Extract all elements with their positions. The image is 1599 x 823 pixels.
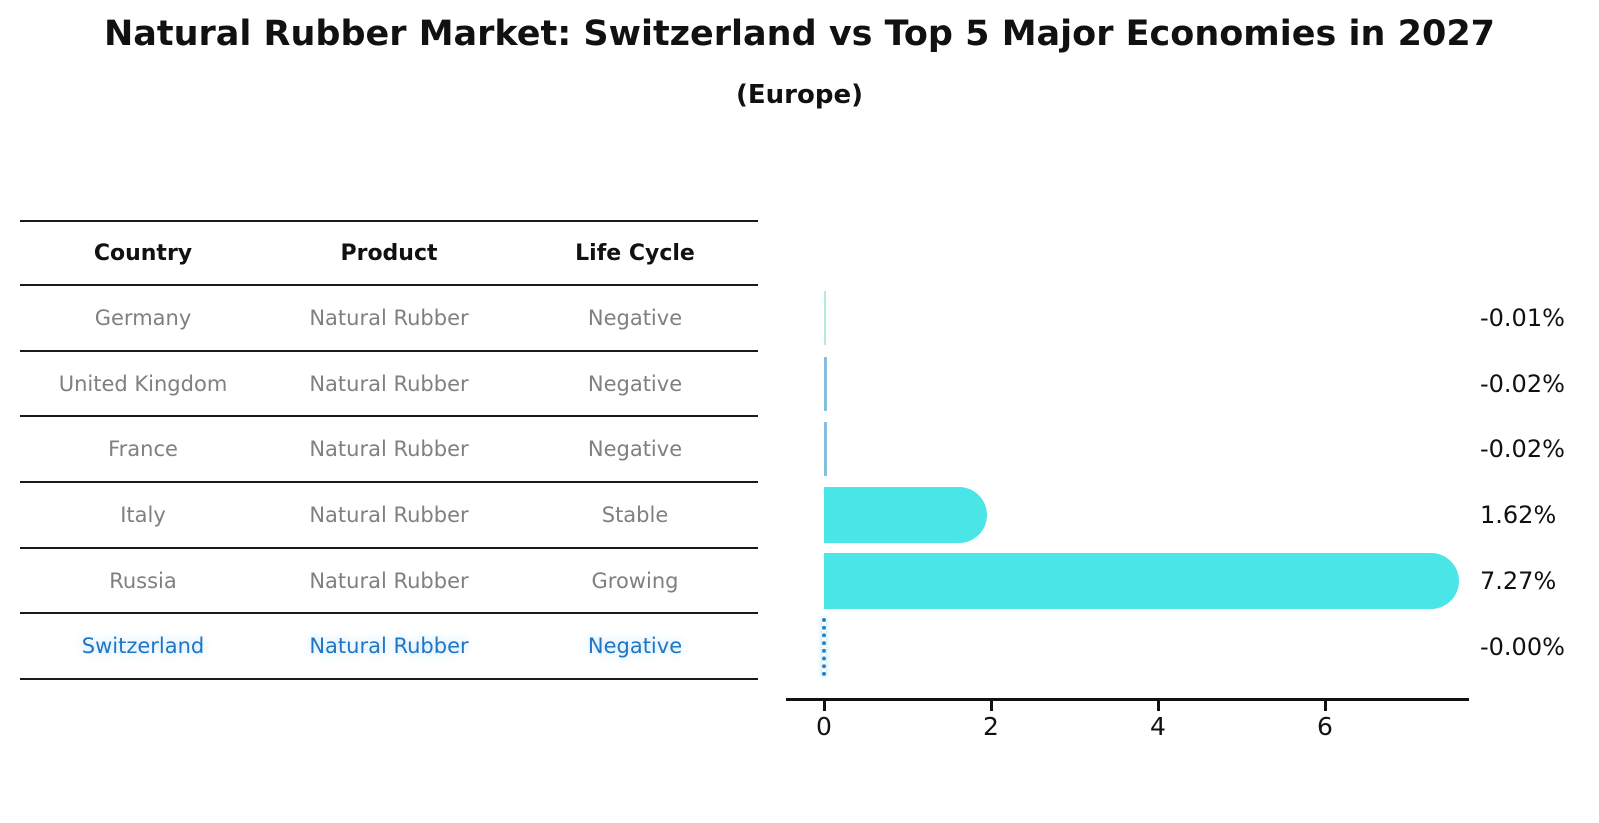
cell-life-cycle: Negative <box>587 371 683 396</box>
chart-title: Natural Rubber Market: Switzerland vs To… <box>103 14 1496 54</box>
bar-sliver <box>824 356 827 411</box>
bar-value-label: 7.27% <box>1480 566 1557 595</box>
table-row: Switzerland Natural Rubber Negative <box>20 614 758 681</box>
header-country: Country <box>93 240 193 266</box>
cell-life-cycle: Negative <box>587 634 683 659</box>
x-tick-label: 0 <box>816 712 832 741</box>
switzerland-dashed-bar <box>822 617 826 676</box>
bar-value-label: -0.02% <box>1480 369 1565 398</box>
cell-life-cycle: Negative <box>587 305 683 330</box>
header-life-cycle: Life Cycle <box>575 240 695 266</box>
cell-country: United Kingdom <box>58 371 228 396</box>
cell-product: Natural Rubber <box>309 634 469 659</box>
cell-life-cycle: Growing <box>591 568 679 593</box>
x-tick <box>1323 701 1327 711</box>
chart-subtitle: (Europe) <box>736 80 863 110</box>
bar-value-label: 1.62% <box>1480 501 1557 530</box>
table-row: France Natural Rubber Negative <box>20 417 758 484</box>
x-axis-line <box>786 698 1469 701</box>
table-row: Russia Natural Rubber Growing <box>20 549 758 615</box>
cell-country: Germany <box>94 305 192 330</box>
cell-product: Natural Rubber <box>309 371 469 396</box>
table-header-row: Country Product Life Cycle <box>20 222 758 286</box>
table-row: Germany Natural Rubber Negative <box>20 286 758 352</box>
bar-value-label: -0.00% <box>1480 632 1565 661</box>
table-body: Germany Natural Rubber Negative United King… <box>20 286 758 681</box>
bar <box>824 552 1460 609</box>
x-tick <box>989 701 993 711</box>
cell-product: Natural Rubber <box>309 568 469 593</box>
x-tick <box>1156 701 1160 711</box>
x-tick-label: 2 <box>983 712 999 741</box>
bar-value-label: -0.01% <box>1480 304 1565 332</box>
cell-product: Natural Rubber <box>309 502 469 527</box>
cell-life-cycle: Negative <box>587 437 683 462</box>
bar-value-label: -0.02% <box>1480 435 1565 464</box>
table-row: Italy Natural Rubber Stable <box>20 483 758 549</box>
cell-product: Natural Rubber <box>309 305 469 330</box>
comparison-table: Country Product Life Cycle Germany Natura… <box>20 220 758 681</box>
bar <box>824 487 988 544</box>
x-tick-label: 6 <box>1317 712 1333 741</box>
bar-sliver <box>824 422 827 477</box>
cell-country: France <box>108 437 178 462</box>
cell-life-cycle: Stable <box>601 502 669 527</box>
x-tick <box>822 701 826 711</box>
cell-product: Natural Rubber <box>309 437 469 462</box>
bar-sliver <box>824 291 826 345</box>
header-product: Product <box>340 240 438 266</box>
cell-country: Italy <box>120 502 166 527</box>
cell-country: Switzerland <box>81 634 205 659</box>
x-tick-label: 4 <box>1150 712 1166 741</box>
table-row: United Kingdom Natural Rubber Negative <box>20 352 758 418</box>
cell-country: Russia <box>109 568 177 593</box>
